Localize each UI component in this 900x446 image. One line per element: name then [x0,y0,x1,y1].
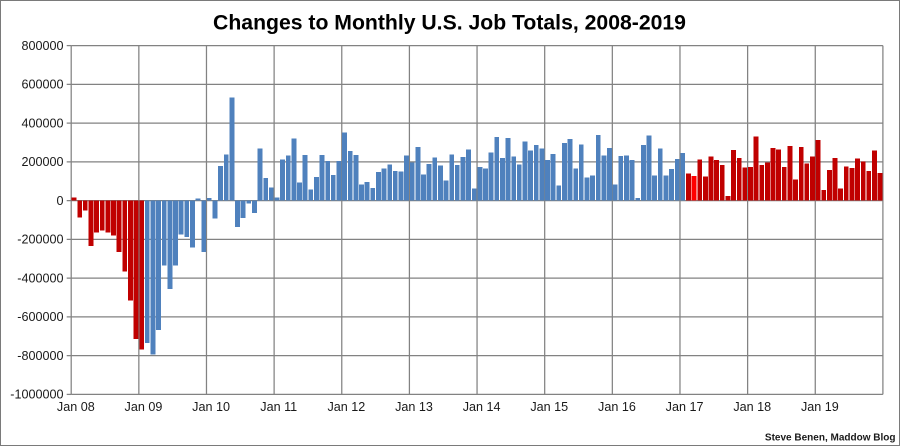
svg-text:Steve Benen, Maddow Blog: Steve Benen, Maddow Blog [765,433,896,444]
svg-text:Jan 12: Jan 12 [327,400,365,414]
svg-text:Changes to Monthly U.S. Job To: Changes to Monthly U.S. Job Totals, 2008… [213,12,686,35]
svg-text:Jan 16: Jan 16 [598,400,636,414]
svg-text:Jan 18: Jan 18 [733,400,771,414]
svg-text:-1000000: -1000000 [10,388,63,402]
svg-text:400000: 400000 [21,116,63,130]
svg-text:Jan 15: Jan 15 [530,400,568,414]
svg-text:Jan 17: Jan 17 [666,400,704,414]
svg-text:Jan 10: Jan 10 [192,400,230,414]
svg-text:Jan 14: Jan 14 [463,400,501,414]
svg-text:Jan 13: Jan 13 [395,400,433,414]
svg-text:200000: 200000 [21,155,63,169]
svg-text:Jan 09: Jan 09 [125,400,163,414]
svg-text:Jan 08: Jan 08 [57,400,95,414]
svg-text:800000: 800000 [21,39,63,53]
svg-text:Jan 19: Jan 19 [801,400,839,414]
svg-text:-800000: -800000 [17,349,63,363]
svg-text:-600000: -600000 [17,310,63,324]
svg-text:Jan 11: Jan 11 [260,400,297,414]
svg-text:600000: 600000 [21,78,63,92]
svg-text:-400000: -400000 [17,271,63,285]
svg-text:0: 0 [56,194,63,208]
svg-text:-200000: -200000 [17,233,63,247]
